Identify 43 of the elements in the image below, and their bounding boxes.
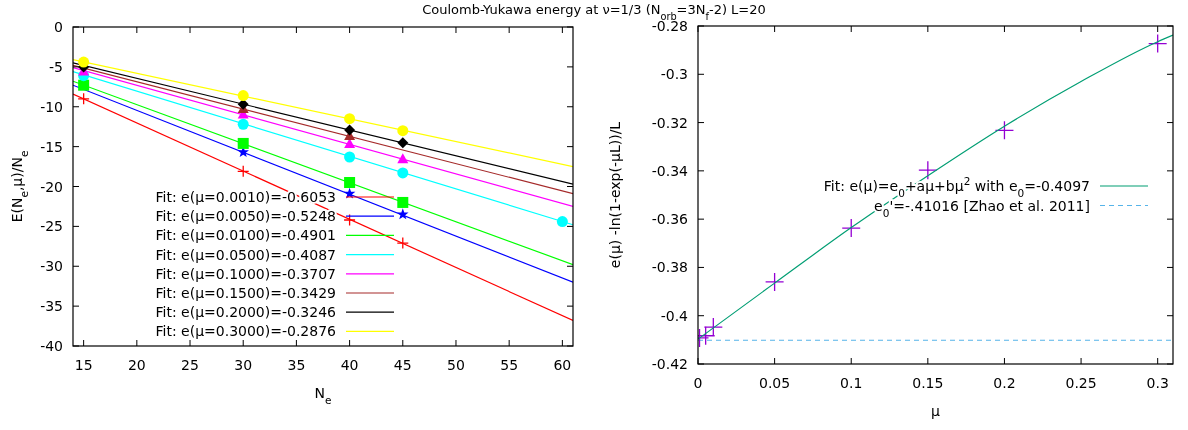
x-tick-label: 0.3 [1146, 375, 1169, 391]
y-tick-label: -40 [40, 338, 63, 354]
x-tick-label: 60 [553, 357, 572, 373]
y-tick-label: 0 [54, 19, 63, 35]
legend-label: Fit: e(μ=0.0500)=-0.4087 [155, 246, 336, 263]
x-axis-title: N$_{e}$ [314, 385, 332, 406]
x-tick-label: 45 [393, 357, 412, 373]
x-tick-label: 35 [287, 357, 306, 373]
x-tick-label: 30 [234, 357, 253, 373]
y-tick-label: -0.34 [651, 162, 689, 179]
y-tick-label: -15 [40, 138, 63, 155]
x-tick-label: 15 [74, 357, 93, 373]
x-tick-label: 0.1 [840, 375, 863, 391]
y-tick-label: -0.38 [651, 259, 688, 276]
y-tick-label: -0.3 [660, 66, 688, 83]
x-tick-label: 20 [127, 357, 146, 373]
y-tick-label: -0.42 [651, 356, 688, 372]
legend-label: Fit: e(μ=0.0100)=-0.4901 [155, 227, 336, 244]
y-tick-label: -0.36 [651, 211, 689, 228]
legend-label: Fit: e(μ=0.1000)=-0.3707 [155, 265, 336, 282]
x-tick-label: 50 [447, 357, 465, 373]
legend-label: Fit: e(μ=0.2000)=-0.3246 [155, 304, 337, 321]
y-tick-label: -30 [40, 258, 63, 275]
legend-label: Fit: e(μ=0.1500)=-0.3429 [155, 285, 336, 301]
x-tick-label: 40 [340, 357, 359, 373]
legend-label: Fit: e(μ=0.3000)=-0.2876 [155, 323, 337, 340]
y-tick-label: -0.4 [660, 307, 689, 324]
x-tick-label: 25 [181, 357, 199, 373]
x-tick-label: 0.25 [1065, 375, 1097, 391]
y-tick-label: -20 [40, 178, 63, 195]
x-tick-label: 0.15 [912, 375, 944, 391]
x-tick-label: 0.05 [759, 375, 791, 391]
legend-label: Fit: e(μ=0.0050)=-0.5248 [155, 208, 336, 225]
y-axis-title: e(μ) -ln(1-exp(-μL))/L [607, 121, 623, 269]
x-tick-label: 0 [693, 375, 703, 391]
y-tick-label: -5 [49, 58, 63, 75]
x-axis-title: μ [931, 403, 941, 419]
x-tick-label: 0.2 [993, 375, 1016, 391]
y-tick-label: -10 [40, 98, 63, 115]
y-tick-label: -0.32 [651, 114, 688, 131]
y-tick-label: -25 [40, 218, 63, 235]
x-tick-label: 55 [500, 357, 519, 373]
y-tick-label: -35 [40, 298, 63, 315]
